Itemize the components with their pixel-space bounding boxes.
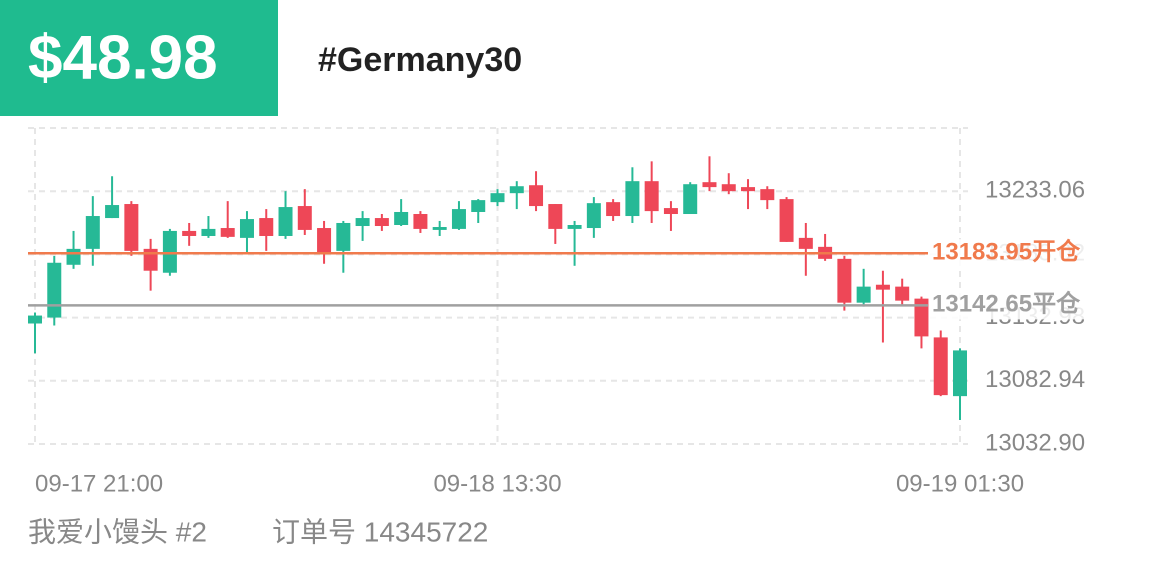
symbol: #Germany30 — [318, 41, 522, 79]
candle-body — [741, 187, 756, 192]
candle-body — [432, 227, 447, 230]
candle-body — [201, 228, 216, 236]
candle-body — [85, 216, 100, 249]
candle-body — [47, 262, 62, 318]
price: $48.98 — [28, 23, 218, 92]
candle-body — [606, 202, 621, 217]
candle-body — [683, 184, 698, 215]
candle-body — [239, 219, 254, 238]
user: 我爱小馒头 #2 — [28, 516, 207, 547]
candle-body — [663, 208, 678, 215]
price-line-label-bg — [930, 291, 1098, 320]
price-badge — [0, 0, 278, 116]
candle-body — [451, 209, 466, 229]
candle-body — [760, 189, 775, 201]
candle-body — [586, 203, 601, 229]
candle-body — [933, 337, 948, 396]
candle-body — [895, 286, 910, 301]
candle-body — [105, 205, 120, 219]
candle-body — [625, 181, 640, 217]
candle-body — [336, 222, 351, 251]
candle-body — [374, 218, 389, 227]
x-tick-label: 09-19 01:30 — [896, 470, 1024, 497]
candle-body — [162, 230, 177, 273]
x-tick-label: 09-17 21:00 — [35, 470, 163, 497]
candle-body — [644, 181, 659, 212]
y-tick-label: 13233.06 — [985, 177, 1085, 204]
candle-body — [567, 224, 582, 229]
candle-body — [856, 286, 871, 303]
candle-body — [702, 182, 717, 188]
candle-body — [529, 185, 544, 207]
candle-body — [837, 258, 852, 303]
candle-body — [721, 184, 736, 192]
candle-body — [509, 186, 524, 194]
candle-body — [779, 199, 794, 242]
candle-body — [914, 298, 929, 337]
price-line-label-bg — [930, 239, 1098, 268]
candle-body — [124, 204, 139, 251]
candle-body — [953, 350, 967, 397]
candle-body — [413, 214, 428, 229]
candle-body — [471, 200, 486, 212]
candle-body — [875, 284, 890, 290]
candle-body — [28, 315, 42, 324]
candle-body — [278, 207, 293, 236]
candle-body — [259, 218, 274, 236]
candle-body — [490, 193, 505, 203]
candle-body — [66, 248, 81, 265]
candle-body — [317, 228, 332, 253]
price-line-label: 13142.65平仓 — [932, 290, 1081, 318]
candle-body — [297, 206, 312, 230]
candle-body — [798, 237, 813, 249]
y-tick-label: 13082.94 — [985, 366, 1085, 393]
x-tick-label: 09-18 13:30 — [433, 470, 561, 497]
candle-body — [548, 204, 563, 229]
order-number: 订单号 14345722 — [272, 516, 488, 547]
price-line-label: 13183.95开仓 — [932, 238, 1081, 266]
candle-body — [182, 230, 197, 236]
candle-body — [394, 211, 409, 225]
candle-body — [355, 218, 370, 227]
y-tick-label: 13032.90 — [985, 429, 1085, 456]
candle-body — [220, 228, 235, 237]
